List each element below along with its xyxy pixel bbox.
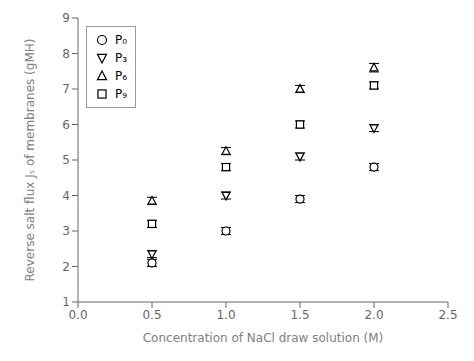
svg-text:1.5: 1.5	[290, 308, 309, 322]
svg-text:6: 6	[62, 118, 70, 132]
svg-text:0.5: 0.5	[142, 308, 161, 322]
svg-text:1.0: 1.0	[216, 308, 235, 322]
html-text:P₉: P₉	[115, 87, 127, 101]
svg-text:2.5: 2.5	[438, 308, 457, 322]
html-text:P₀: P₀	[115, 33, 127, 47]
svg-text:8: 8	[62, 47, 70, 61]
svg-text:4: 4	[62, 189, 70, 203]
html-text:P₃: P₃	[115, 51, 127, 65]
svg-text:1: 1	[62, 295, 70, 309]
svg-text:5: 5	[62, 153, 70, 167]
svg-text:Reverse salt flux Jₛ of membra: Reverse salt flux Jₛ of membranes (gMH)	[23, 39, 37, 282]
svg-text:2: 2	[62, 260, 70, 274]
svg-text:3: 3	[62, 224, 70, 238]
svg-text:Concentration of NaCl draw sol: Concentration of NaCl draw solution (M)	[143, 331, 384, 345]
svg-text:2.0: 2.0	[364, 308, 383, 322]
svg-text:0.0: 0.0	[68, 308, 87, 322]
svg-text:7: 7	[62, 82, 70, 96]
html-text:P₆: P₆	[115, 69, 127, 83]
svg-text:9: 9	[62, 11, 70, 25]
